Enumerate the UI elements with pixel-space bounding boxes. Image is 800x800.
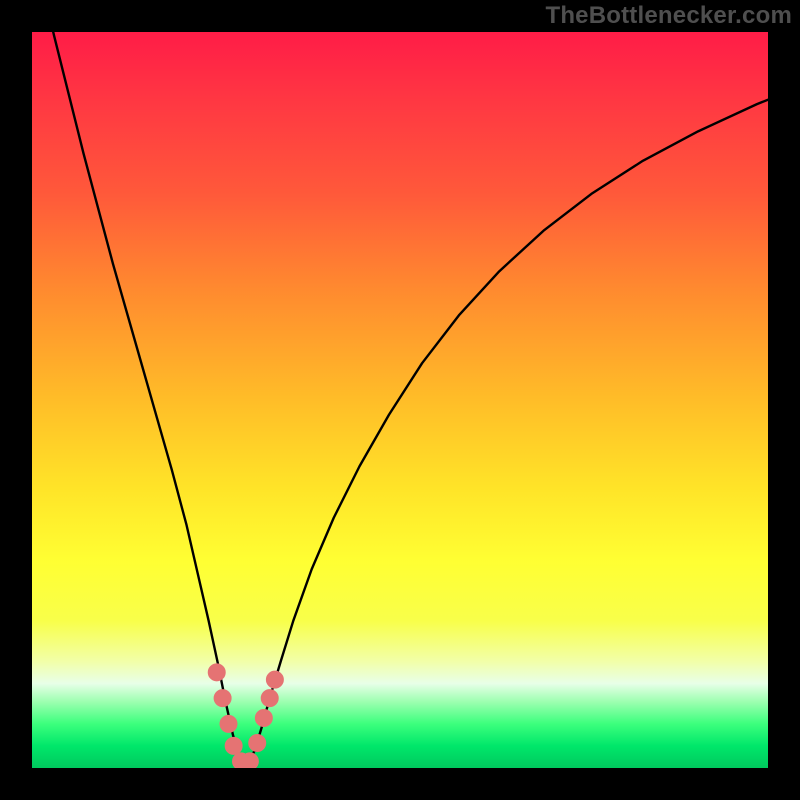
marker-point (208, 664, 225, 681)
marker-point (261, 690, 278, 707)
marker-point (266, 671, 283, 688)
marker-point (214, 690, 231, 707)
watermark-text: TheBottlenecker.com (545, 2, 792, 30)
marker-point (220, 715, 237, 732)
marker-point (241, 753, 258, 768)
marker-point (249, 734, 266, 751)
chart-svg (32, 32, 768, 768)
outer-frame: TheBottlenecker.com (0, 0, 800, 800)
marker-point (255, 709, 272, 726)
chart-background (32, 32, 768, 768)
marker-point (225, 737, 242, 754)
chart-plot-area (32, 32, 768, 768)
